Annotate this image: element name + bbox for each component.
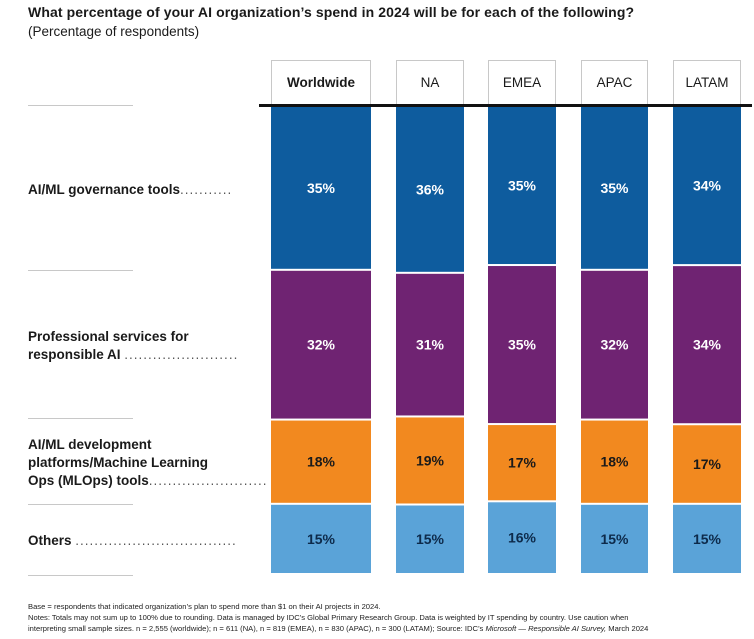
row-separator [28,270,133,271]
bar-mlops-na [396,417,464,504]
header-worldwide: Worldwide [271,60,371,104]
bar-mlops-apac [581,420,648,503]
bar-mlops-emea [488,425,556,501]
data-label-mlops-latam: 17% [693,456,722,472]
data-label-governance-emea: 35% [508,178,537,194]
data-label-professional-emea: 35% [508,337,537,353]
leader-dots: ......................... [148,473,268,488]
data-label-governance-apac: 35% [600,180,629,196]
data-label-others-na: 15% [416,531,445,547]
row-label-professional: Professional services for responsible AI… [28,329,239,362]
bar-professional-emea [488,266,556,424]
row-label-mlops: AI/ML development platforms/Machine Lear… [28,437,268,488]
bar-governance-emea [488,107,556,265]
bar-professional-worldwide [271,270,371,419]
leader-dots: ........... [180,182,233,197]
bar-professional-latam [673,266,741,424]
bar-others-na [396,505,464,573]
data-label-others-worldwide: 15% [307,531,336,547]
bar-mlops-latam [673,425,741,503]
bar-mlops-worldwide [271,420,371,503]
data-label-professional-worldwide: 32% [307,337,336,353]
row-label-others: Others .................................… [28,533,237,548]
data-label-mlops-apac: 18% [600,454,629,470]
leader-dots: ........................ [124,347,239,362]
data-label-governance-worldwide: 35% [307,180,336,196]
bar-others-apac [581,504,648,573]
data-label-mlops-worldwide: 18% [307,454,336,470]
row-separator [28,575,133,576]
data-label-professional-na: 31% [416,337,445,353]
header-latam: LATAM [673,60,741,104]
bar-professional-na [396,273,464,416]
bar-governance-apac [581,107,648,269]
header-apac: APAC [581,60,648,104]
data-label-professional-apac: 32% [600,337,629,353]
row-label-governance: AI/ML governance tools........... [28,182,233,197]
stacked-bar-chart: 35% 32% 18% 15% 36% 31% 19% 15% 35% 35% 17% 16% 35% 3… [271,107,741,573]
data-label-mlops-na: 19% [416,452,445,468]
bar-others-emea [488,502,556,573]
data-label-others-emea: 16% [508,530,537,546]
data-label-others-apac: 15% [600,531,629,547]
data-label-governance-na: 36% [416,181,445,197]
data-label-governance-latam: 34% [693,178,722,194]
data-label-mlops-emea: 17% [508,455,537,471]
bar-professional-apac [581,270,648,419]
bar-others-worldwide [271,504,371,573]
leader-dots: .................................. [75,533,237,548]
bar-governance-worldwide [271,107,371,269]
header-na: NA [396,60,464,104]
row-separator [28,504,133,505]
chart-title: What percentage of your AI organization’… [28,4,635,20]
row-separator [28,418,133,419]
data-label-professional-latam: 34% [693,337,722,353]
bar-governance-latam [673,107,741,265]
chart-subtitle: (Percentage of respondents) [28,24,200,39]
bar-governance-na [396,107,464,272]
bar-others-latam [673,504,741,573]
row-separator [28,105,133,106]
data-label-others-latam: 15% [693,531,722,547]
header-rule [259,104,752,107]
footnotes: Base = respondents that indicated organi… [28,602,649,633]
header-emea: EMEA [488,60,556,104]
